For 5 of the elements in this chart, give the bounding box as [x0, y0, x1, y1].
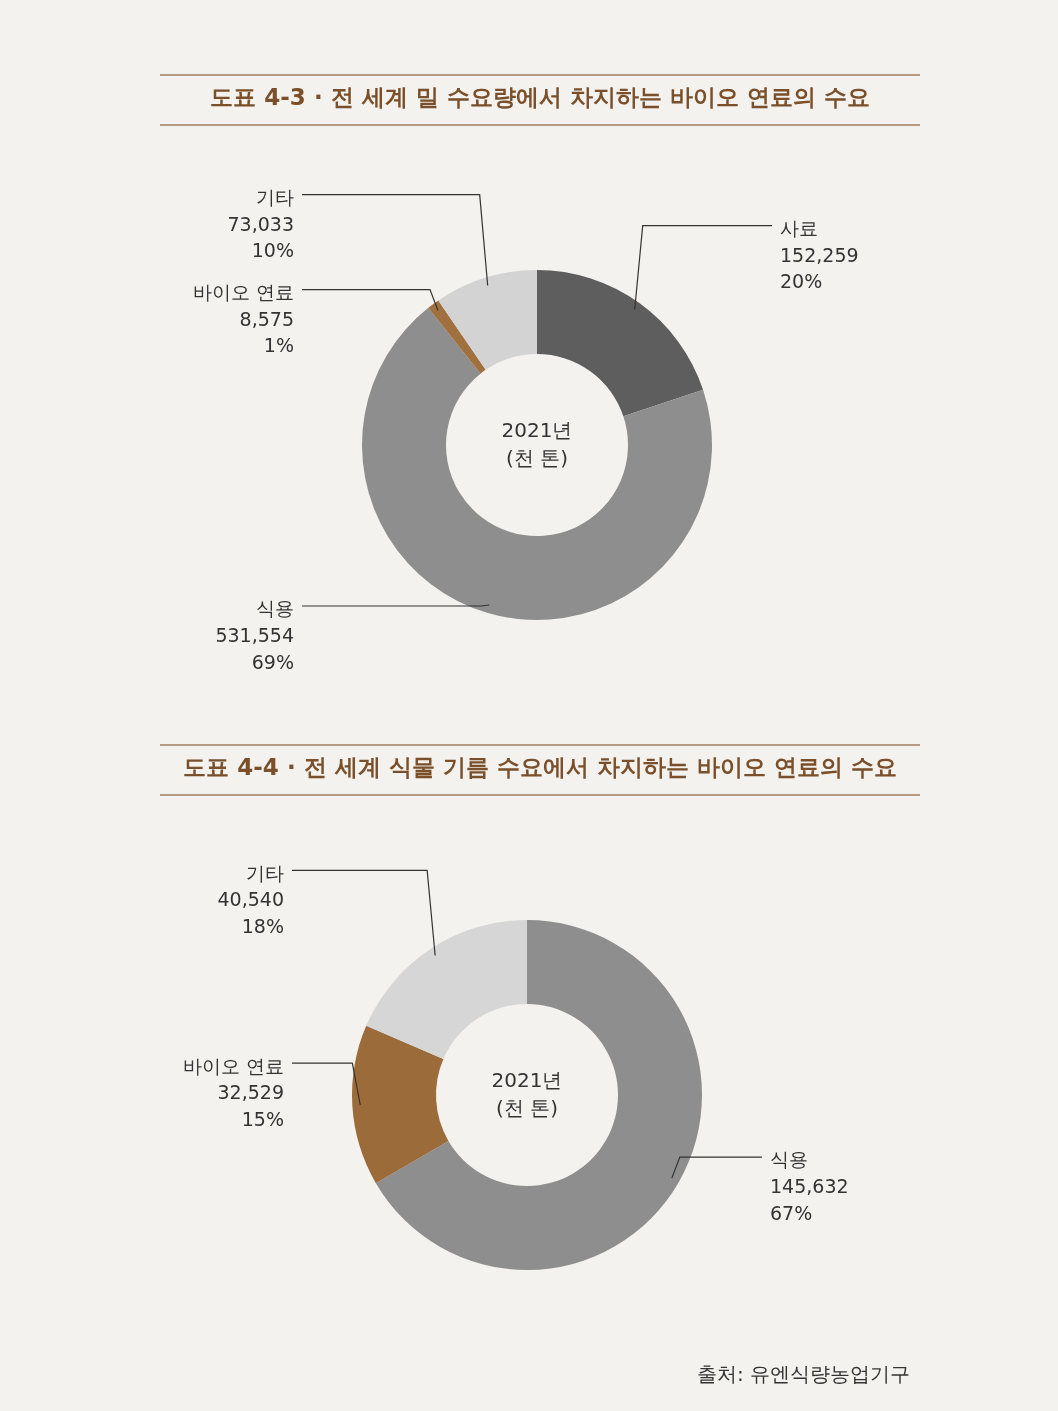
- chart-title: 도표 4-3 · 전 세계 밀 수요량에서 차지하는 바이오 연료의 수요: [210, 84, 870, 110]
- chart-title: 도표 4-4 · 전 세계 식물 기름 수요에서 차지하는 바이오 연료의 수요: [183, 754, 897, 780]
- text: 2021년 (천 톤): [501, 417, 573, 470]
- text: 2021년 (천 톤): [491, 1067, 563, 1120]
- source-note: 출처: 유엔식량농업기구: [696, 1361, 910, 1386]
